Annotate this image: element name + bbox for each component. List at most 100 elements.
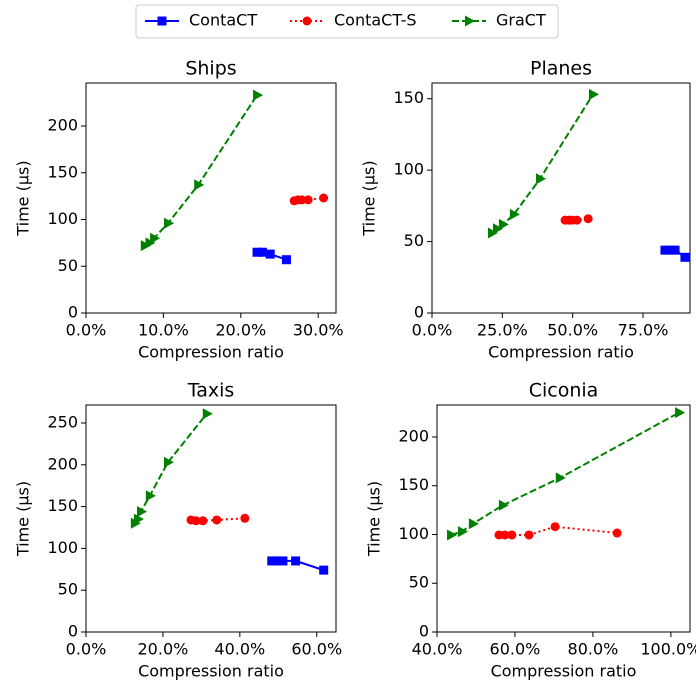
y-axis-label: Time (µs) — [365, 481, 384, 557]
marker — [194, 179, 205, 191]
marker — [202, 408, 213, 420]
marker — [492, 223, 503, 235]
marker — [509, 208, 520, 220]
y-tick-label: 150 — [393, 88, 424, 107]
x-axis-label: Compression ratio — [488, 343, 634, 362]
marker — [133, 513, 144, 525]
marker — [675, 407, 686, 419]
x-tick-label: 75.0% — [618, 321, 669, 340]
x-axis-label: Compression ratio — [138, 662, 284, 681]
series-line — [134, 413, 208, 524]
y-tick-label: 50 — [404, 231, 424, 250]
marker — [291, 556, 301, 566]
plot-frame — [436, 404, 691, 633]
marker — [253, 89, 264, 101]
marker — [257, 247, 267, 257]
y-tick-label: 200 — [398, 426, 429, 445]
y-tick-label: 150 — [47, 496, 78, 515]
marker — [297, 195, 307, 205]
y-tick-label: 0 — [414, 303, 424, 322]
x-tick-label: 100.0% — [640, 640, 696, 659]
marker — [150, 232, 161, 244]
marker — [555, 472, 566, 484]
marker — [487, 227, 498, 239]
marker — [212, 515, 222, 525]
x-tick-label: 25.0% — [477, 321, 528, 340]
marker — [660, 245, 670, 255]
legend-box — [135, 4, 559, 39]
x-tick-label: 60.0% — [291, 640, 342, 659]
y-tick-label: 250 — [47, 412, 78, 431]
y-tick-label: 100 — [47, 209, 78, 228]
x-axis-label: Compression ratio — [138, 343, 284, 362]
marker — [319, 565, 329, 575]
marker — [278, 556, 288, 566]
y-tick-label: 100 — [393, 160, 424, 179]
marker — [665, 245, 675, 255]
y-axis-label: Time (µs) — [14, 481, 33, 557]
marker — [137, 506, 147, 518]
marker — [572, 215, 582, 225]
legend-label: ContaCT — [189, 11, 257, 30]
series-line — [498, 525, 618, 536]
marker — [145, 490, 156, 502]
marker — [191, 516, 201, 526]
marker — [498, 499, 509, 511]
plot-frame — [431, 82, 691, 314]
x-tick-label: 50.0% — [547, 321, 598, 340]
legend-marker — [465, 15, 475, 27]
x-tick-label: 80.0% — [568, 640, 619, 659]
y-tick-label: 50 — [409, 573, 429, 592]
subplot-title: Ships — [185, 58, 236, 80]
marker — [163, 456, 174, 468]
x-tick-label: 20.0% — [215, 321, 266, 340]
y-tick-label: 100 — [47, 538, 78, 557]
y-tick-label: 200 — [47, 116, 78, 135]
y-tick-label: 150 — [47, 162, 78, 181]
marker — [536, 173, 547, 185]
x-tick-label: 0.0% — [66, 640, 107, 659]
x-tick-label: 40.0% — [214, 640, 265, 659]
marker — [524, 530, 534, 540]
marker — [498, 218, 509, 230]
marker — [680, 252, 690, 262]
subplot-title: Ciconia — [529, 380, 599, 402]
marker — [271, 556, 281, 566]
marker — [457, 526, 468, 538]
marker — [319, 193, 329, 203]
y-tick-label: 50 — [58, 580, 78, 599]
x-tick-label: 60.0% — [490, 640, 541, 659]
plot-frame — [85, 82, 337, 314]
y-axis-label: Time (µs) — [360, 160, 379, 236]
y-tick-label: 150 — [398, 475, 429, 494]
y-tick-label: 0 — [419, 622, 429, 641]
y-tick-label: 50 — [58, 256, 78, 275]
marker — [240, 513, 250, 523]
y-axis-label: Time (µs) — [14, 160, 33, 236]
marker — [583, 214, 593, 224]
x-tick-label: 10.0% — [138, 321, 189, 340]
x-tick-label: 0.0% — [66, 321, 107, 340]
legend-marker — [302, 16, 312, 26]
y-tick-label: 0 — [68, 303, 78, 322]
marker — [468, 518, 479, 530]
y-tick-label: 200 — [47, 454, 78, 473]
marker — [198, 516, 208, 526]
series-line — [144, 94, 258, 247]
x-tick-label: 20.0% — [138, 640, 189, 659]
marker — [265, 249, 275, 259]
marker — [164, 217, 175, 229]
marker — [588, 88, 599, 100]
subplot-title: Planes — [530, 58, 592, 80]
x-axis-label: Compression ratio — [491, 662, 637, 681]
marker — [252, 247, 262, 257]
series-line — [450, 411, 680, 536]
marker — [303, 195, 313, 205]
y-tick-label: 0 — [68, 622, 78, 641]
legend-label: ContaCT-S — [334, 11, 417, 30]
marker — [550, 522, 560, 532]
legend-label: GraCT — [496, 11, 546, 30]
marker — [670, 245, 680, 255]
y-tick-label: 100 — [398, 524, 429, 543]
marker — [447, 529, 458, 541]
